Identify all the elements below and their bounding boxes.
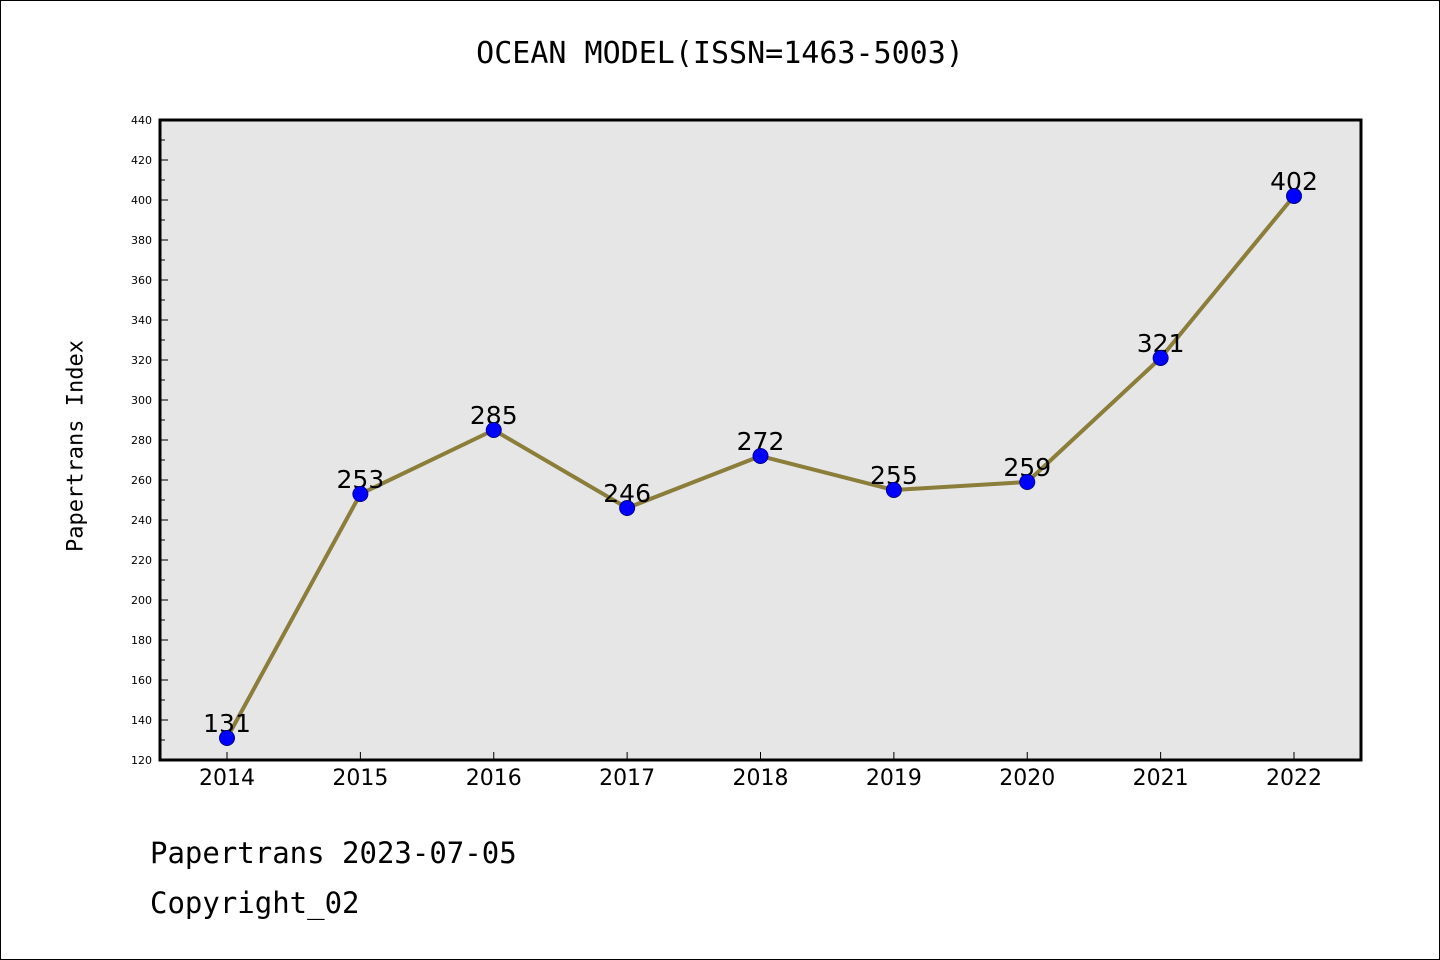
x-tick-label: 2017 xyxy=(599,766,655,791)
x-tick-label: 2021 xyxy=(1133,766,1189,791)
y-tick-label: 120 xyxy=(131,754,152,767)
x-tick-label: 2020 xyxy=(999,766,1055,791)
y-tick-label: 180 xyxy=(131,634,152,647)
data-point xyxy=(1286,188,1302,204)
data-point xyxy=(619,500,636,516)
data-point xyxy=(752,448,769,464)
y-tick-label: 420 xyxy=(131,154,152,167)
y-tick-label: 400 xyxy=(131,194,152,207)
data-point xyxy=(1152,350,1169,366)
y-tick-label: 360 xyxy=(131,274,152,287)
y-tick-label: 380 xyxy=(131,234,152,247)
data-point xyxy=(485,422,502,438)
y-tick-label: 160 xyxy=(131,674,152,687)
y-tick-label: 140 xyxy=(131,714,152,727)
x-tick-label: 2016 xyxy=(466,766,522,791)
y-tick-label: 240 xyxy=(131,514,152,527)
plot-area xyxy=(160,120,1361,760)
y-tick-label: 260 xyxy=(131,474,152,487)
x-tick-label: 2018 xyxy=(733,766,789,791)
footer-copyright: Copyright_02 xyxy=(150,886,360,920)
y-tick-label: 220 xyxy=(131,554,152,567)
data-point xyxy=(885,482,902,498)
y-tick-label: 280 xyxy=(131,434,152,447)
y-tick-label: 300 xyxy=(131,394,152,407)
chart-title: OCEAN MODEL(ISSN=1463-5003) xyxy=(476,36,964,71)
y-tick-label: 320 xyxy=(131,354,152,367)
plot-border xyxy=(158,118,1363,762)
data-point xyxy=(352,486,369,502)
x-tick-label: 2022 xyxy=(1266,766,1322,791)
x-tick-label: 2019 xyxy=(866,766,922,791)
data-point xyxy=(1019,474,1036,490)
data-point xyxy=(219,730,235,746)
x-tick-label: 2014 xyxy=(199,766,255,791)
y-tick-label: 440 xyxy=(131,114,152,127)
y-tick-label: 200 xyxy=(131,594,152,607)
footer-date: Papertrans 2023-07-05 xyxy=(150,836,517,870)
y-tick-label: 340 xyxy=(131,314,152,327)
x-tick-label: 2015 xyxy=(332,766,388,791)
